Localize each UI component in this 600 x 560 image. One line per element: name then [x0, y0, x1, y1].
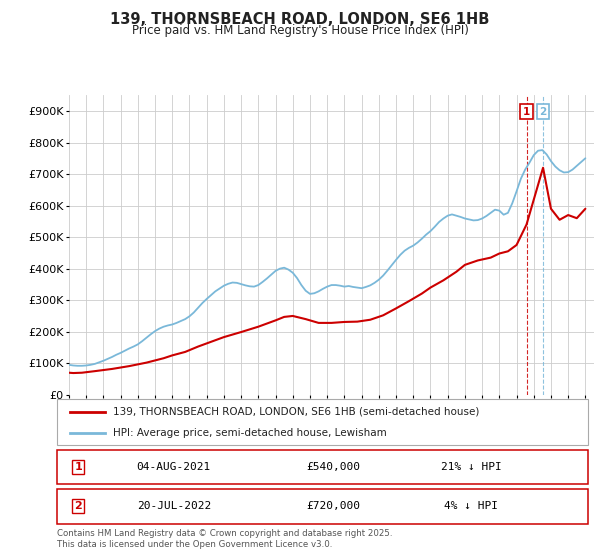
Text: 04-AUG-2021: 04-AUG-2021 — [137, 462, 211, 472]
Text: Contains HM Land Registry data © Crown copyright and database right 2025.
This d: Contains HM Land Registry data © Crown c… — [57, 529, 392, 549]
Text: £720,000: £720,000 — [306, 501, 360, 511]
Text: 20-JUL-2022: 20-JUL-2022 — [137, 501, 211, 511]
Text: 139, THORNSBEACH ROAD, LONDON, SE6 1HB (semi-detached house): 139, THORNSBEACH ROAD, LONDON, SE6 1HB (… — [113, 407, 479, 417]
FancyBboxPatch shape — [57, 450, 588, 484]
Text: 1: 1 — [523, 106, 530, 116]
Text: 21% ↓ HPI: 21% ↓ HPI — [441, 462, 502, 472]
Text: 2: 2 — [539, 106, 547, 116]
Text: 139, THORNSBEACH ROAD, LONDON, SE6 1HB: 139, THORNSBEACH ROAD, LONDON, SE6 1HB — [110, 12, 490, 27]
FancyBboxPatch shape — [57, 489, 588, 524]
Text: 2: 2 — [74, 501, 82, 511]
Text: Price paid vs. HM Land Registry's House Price Index (HPI): Price paid vs. HM Land Registry's House … — [131, 24, 469, 37]
FancyBboxPatch shape — [57, 399, 588, 445]
Text: HPI: Average price, semi-detached house, Lewisham: HPI: Average price, semi-detached house,… — [113, 428, 386, 438]
Text: 4% ↓ HPI: 4% ↓ HPI — [444, 501, 498, 511]
Text: 1: 1 — [74, 462, 82, 472]
Text: £540,000: £540,000 — [306, 462, 360, 472]
